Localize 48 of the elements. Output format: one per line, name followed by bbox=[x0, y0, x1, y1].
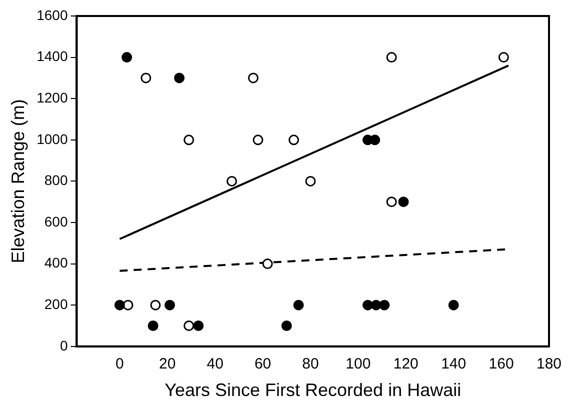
y-tick-label: 1400 bbox=[36, 48, 68, 64]
point bbox=[150, 300, 161, 310]
point bbox=[252, 134, 264, 146]
point bbox=[164, 300, 176, 310]
point bbox=[148, 320, 158, 331]
x-tick-label: 160 bbox=[488, 356, 514, 373]
x-tick-label: 20 bbox=[159, 356, 176, 373]
point bbox=[184, 134, 194, 146]
y-tick-label: 200 bbox=[44, 296, 68, 312]
y-tick-label: 800 bbox=[44, 172, 68, 188]
y-axis-title: Elevation Range (m) bbox=[8, 99, 28, 264]
x-tick-label: 120 bbox=[393, 356, 418, 373]
point bbox=[140, 72, 152, 84]
point bbox=[226, 176, 238, 186]
point bbox=[281, 320, 292, 331]
point bbox=[398, 196, 409, 208]
point bbox=[305, 176, 316, 186]
x-tick-label: 0 bbox=[116, 356, 124, 373]
point bbox=[379, 300, 390, 310]
point bbox=[193, 320, 204, 331]
point bbox=[370, 134, 380, 146]
x-tick-label: 180 bbox=[536, 356, 562, 373]
y-tick-label: 400 bbox=[44, 254, 68, 271]
x-tick-label: 80 bbox=[302, 356, 319, 373]
point bbox=[498, 52, 509, 63]
y-tick-label: 1200 bbox=[36, 89, 68, 106]
point bbox=[122, 52, 132, 63]
y-tick-label: 600 bbox=[44, 213, 68, 230]
point bbox=[448, 300, 459, 310]
x-tick-label: 100 bbox=[346, 356, 371, 373]
point bbox=[174, 72, 185, 84]
y-tick-label: 1000 bbox=[36, 130, 68, 147]
point bbox=[184, 320, 194, 331]
point bbox=[114, 300, 125, 310]
x-tick-label: 60 bbox=[254, 356, 272, 373]
point bbox=[293, 300, 304, 310]
x-tick-label: 40 bbox=[206, 356, 224, 373]
x-tick-label: 140 bbox=[441, 356, 466, 373]
y-tick-label: 1600 bbox=[36, 6, 68, 23]
point bbox=[122, 300, 134, 310]
x-axis-title: Years Since First Recorded in Hawaii bbox=[164, 380, 462, 400]
point bbox=[386, 52, 397, 63]
point bbox=[362, 300, 373, 310]
point bbox=[386, 196, 397, 208]
point bbox=[262, 258, 273, 270]
point bbox=[248, 72, 258, 84]
y-tick-label: 0 bbox=[60, 337, 68, 354]
point bbox=[288, 134, 300, 146]
